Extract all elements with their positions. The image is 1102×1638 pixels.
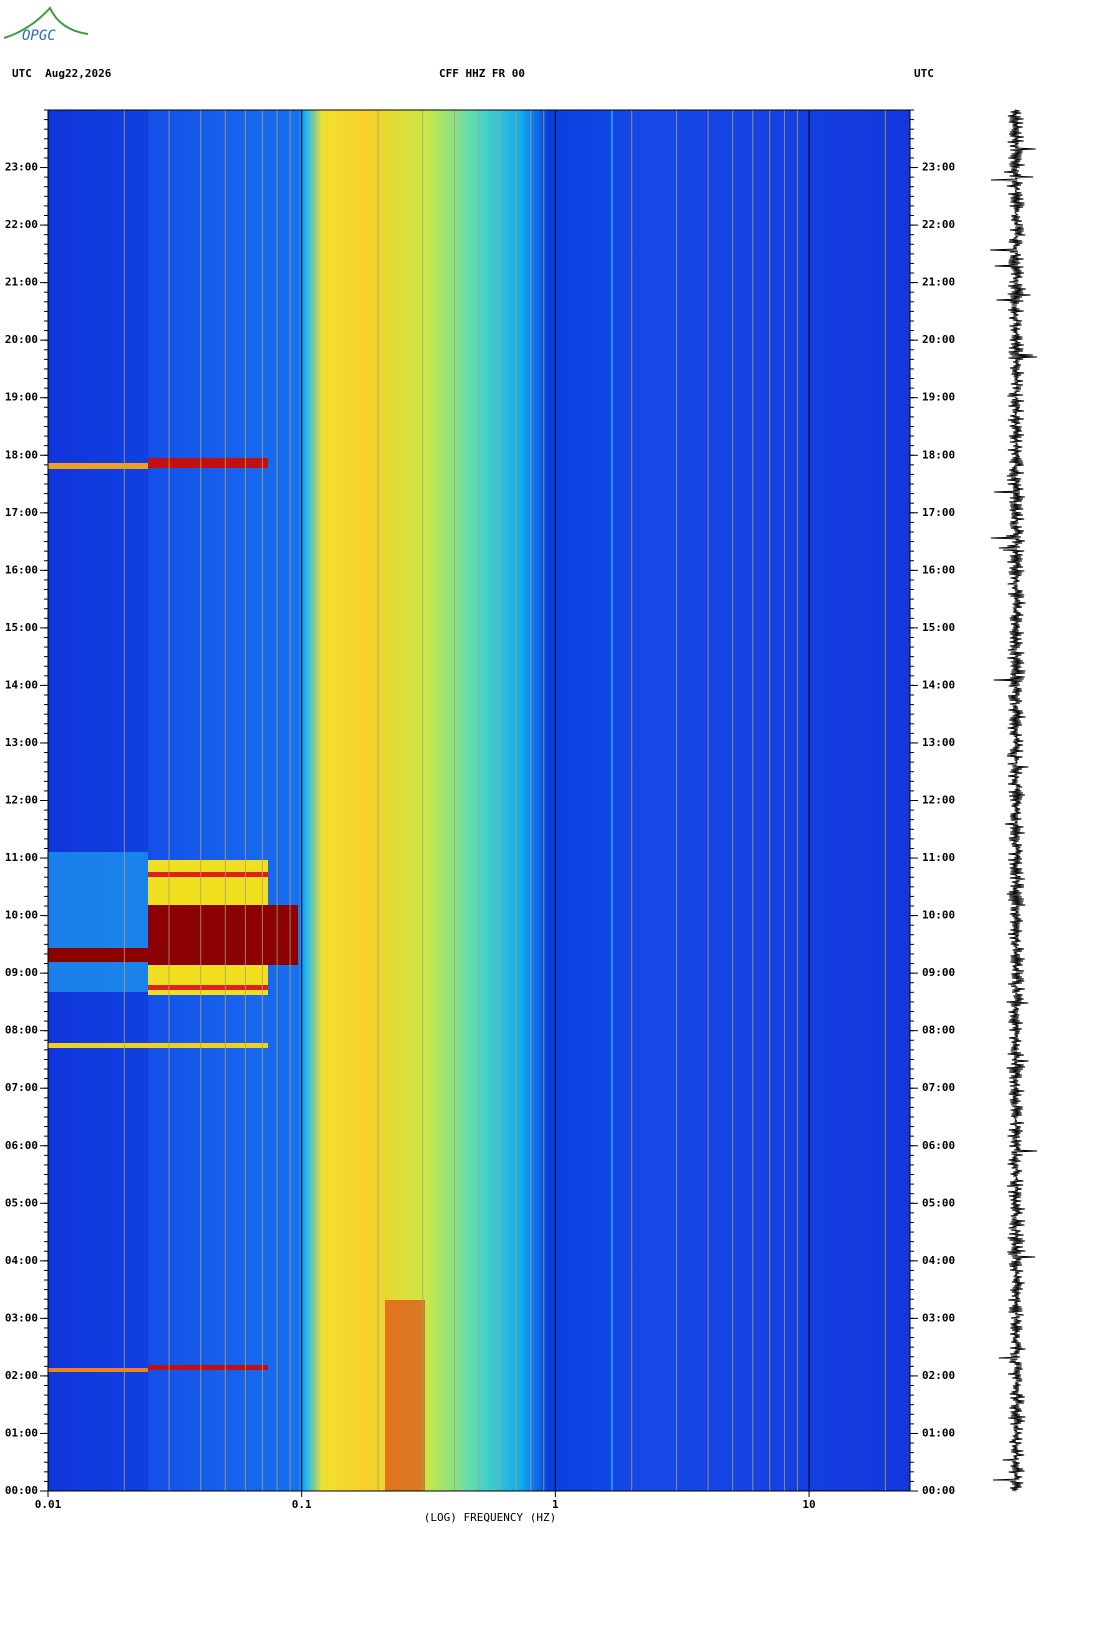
- y-tick-label: 23:00: [922, 161, 955, 174]
- y-tick-label: 05:00: [922, 1196, 955, 1209]
- y-tick-label: 10:00: [5, 909, 38, 922]
- y-tick-label: 22:00: [922, 218, 955, 231]
- y-tick-label: 14:00: [922, 678, 955, 691]
- x-tick-label: 0.1: [292, 1498, 312, 1511]
- y-tick-label: 15:00: [5, 621, 38, 634]
- y-tick-label: 07:00: [922, 1081, 955, 1094]
- logo: OPGC: [3, 6, 89, 44]
- y-tick-label: 09:00: [5, 966, 38, 979]
- y-tick-label: 12:00: [922, 794, 955, 807]
- y-tick-label: 05:00: [5, 1196, 38, 1209]
- x-tick-label: 0.01: [35, 1498, 62, 1511]
- y-tick-label: 19:00: [5, 391, 38, 404]
- y-tick-label: 23:00: [5, 161, 38, 174]
- y-tick-label: 16:00: [922, 563, 955, 576]
- y-tick-label: 12:00: [5, 794, 38, 807]
- y-tick-label: 00:00: [5, 1484, 38, 1497]
- y-tick-label: 20:00: [922, 333, 955, 346]
- y-tick-label: 01:00: [5, 1426, 38, 1439]
- y-tick-label: 07:00: [5, 1081, 38, 1094]
- y-tick-label: 03:00: [5, 1311, 38, 1324]
- y-tick-label: 13:00: [922, 736, 955, 749]
- y-tick-label: 08:00: [5, 1024, 38, 1037]
- logo-text: OPGC: [22, 28, 56, 44]
- y-tick-label: 11:00: [5, 851, 38, 864]
- y-tick-label: 10:00: [922, 909, 955, 922]
- y-tick-label: 22:00: [5, 218, 38, 231]
- chart-title: CFF HHZ FR 00: [439, 67, 525, 80]
- y-tick-label: 06:00: [5, 1139, 38, 1152]
- grid: [47, 110, 886, 1491]
- y-tick-label: 03:00: [922, 1311, 955, 1324]
- y-tick-label: 15:00: [922, 621, 955, 634]
- y-tick-label: 00:00: [922, 1484, 955, 1497]
- y-tick-label: 20:00: [5, 333, 38, 346]
- y-tick-label: 17:00: [922, 506, 955, 519]
- y-tick-label: 17:00: [5, 506, 38, 519]
- header-left: UTC Aug22,2026: [12, 67, 112, 80]
- y-tick-label: 01:00: [922, 1426, 955, 1439]
- x-tick-label: 1: [552, 1498, 559, 1511]
- y-tick-label: 21:00: [5, 276, 38, 289]
- y-tick-label: 08:00: [922, 1024, 955, 1037]
- y-tick-label: 19:00: [922, 391, 955, 404]
- y-tick-label: 14:00: [5, 678, 38, 691]
- y-tick-label: 18:00: [5, 448, 38, 461]
- y-tick-label: 02:00: [5, 1369, 38, 1382]
- y-tick-label: 06:00: [922, 1139, 955, 1152]
- y-tick-label: 16:00: [5, 563, 38, 576]
- x-axis-label: (LOG) FREQUENCY (HZ): [424, 1511, 556, 1524]
- y-tick-label: 11:00: [922, 851, 955, 864]
- y-tick-label: 02:00: [922, 1369, 955, 1382]
- header-right: UTC: [914, 67, 934, 80]
- y-tick-label: 04:00: [922, 1254, 955, 1267]
- x-tick-label: 10: [802, 1498, 815, 1511]
- y-tick-label: 04:00: [5, 1254, 38, 1267]
- y-tick-label: 18:00: [922, 448, 955, 461]
- spectrogram-features: [48, 110, 613, 1491]
- y-tick-label: 09:00: [922, 966, 955, 979]
- y-tick-label: 13:00: [5, 736, 38, 749]
- y-tick-label: 21:00: [922, 276, 955, 289]
- seismogram-trace: [990, 109, 1038, 1492]
